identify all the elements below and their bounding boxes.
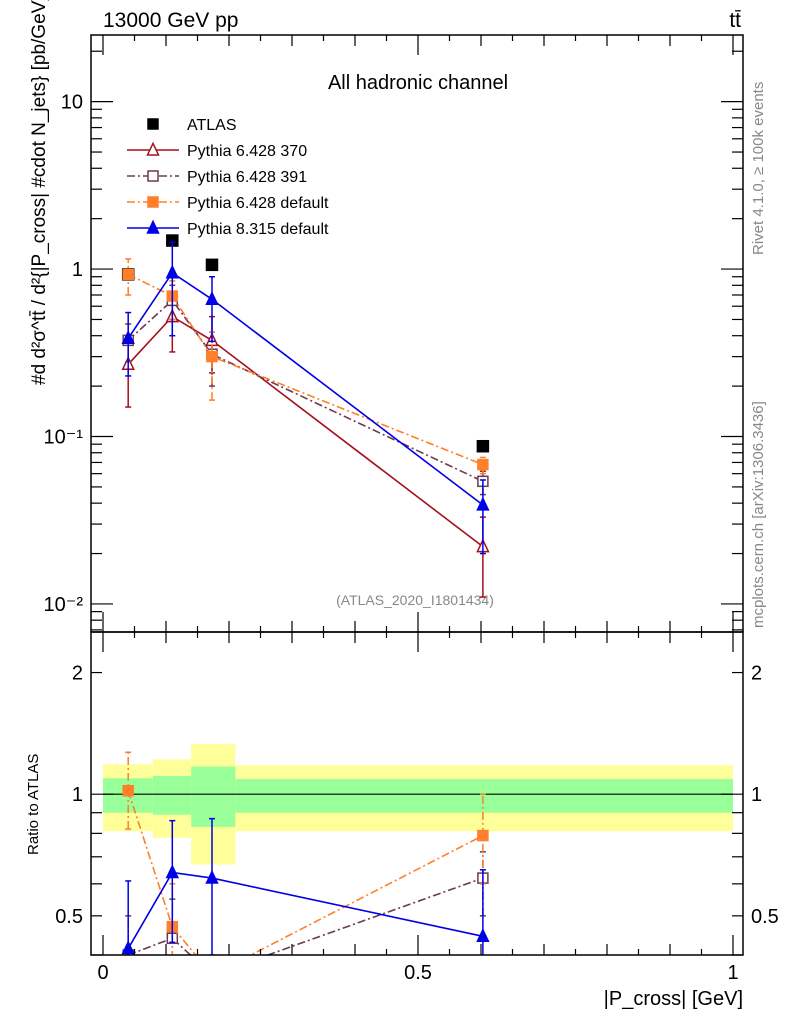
series-pythia-6-428-391 [122, 851, 489, 980]
series-pythia-6-428-default [122, 258, 489, 475]
marker-square [206, 350, 218, 363]
plot-area-0 [121, 234, 490, 598]
y-tick-label: 1 [72, 784, 83, 806]
main-title: All hadronic channel [328, 72, 508, 94]
header-left: 13000 GeV pp [103, 9, 238, 32]
plot-area-1 [103, 744, 734, 980]
marker-square [477, 458, 489, 471]
marker-triangle [146, 219, 160, 234]
marker-open-triangle [167, 968, 178, 980]
legend-label: Pythia 6.428 391 [187, 169, 307, 186]
series-atlas [121, 234, 490, 453]
ratio-y-label: Ratio to ATLAS [25, 754, 42, 855]
legend-label: ATLAS [187, 117, 237, 134]
rivet-label: Rivet 4.1.0, ≥ 100k events [750, 82, 767, 255]
marker-open-triangle [206, 968, 217, 980]
y-tick-label-right: 0.5 [751, 906, 779, 928]
marker-square [205, 258, 219, 272]
series-pythia-6-428-370 [121, 292, 490, 598]
series-line [127, 271, 484, 506]
marker-open-triangle [123, 968, 134, 980]
uncertainty-band-inner [152, 775, 192, 815]
marker-open-square [207, 970, 217, 980]
marker-triangle [476, 927, 490, 942]
marker-square [147, 196, 159, 208]
marker-square [207, 970, 217, 980]
legend-label: Pythia 6.428 default [187, 195, 329, 212]
marker-square [147, 118, 159, 130]
marker-triangle [205, 869, 219, 884]
header-right: tt̄ [729, 9, 741, 32]
marker-square [122, 784, 134, 797]
marker-open-square [147, 170, 159, 182]
y-tick-label: 10⁻¹ [44, 427, 84, 449]
legend-item: Pythia 8.315 default [127, 219, 329, 238]
series-pythia-8-315-default [121, 241, 490, 555]
x-tick-label: 0 [97, 962, 108, 984]
series-line [127, 871, 484, 949]
marker-triangle [165, 864, 179, 879]
marker-open-triangle [477, 968, 488, 980]
y-tick-label: 2 [72, 663, 83, 685]
legend-item: ATLAS [147, 117, 237, 134]
marker-square [122, 268, 134, 281]
series-line [127, 877, 484, 955]
x-tick-label: 1 [727, 962, 738, 984]
series-line [127, 790, 484, 955]
series-line [127, 273, 484, 466]
legend-label: Pythia 6.428 370 [187, 143, 307, 160]
uncertainty-band-inner [191, 766, 236, 827]
series-pythia-6-428-391 [122, 284, 489, 496]
legend-label: Pythia 8.315 default [187, 221, 329, 238]
series-pythia-6-428-370 [123, 968, 489, 980]
marker-triangle [121, 329, 135, 344]
marker-square [476, 439, 490, 453]
y-axis-label: #d d²σ^tt̄ / d²{|P_cross| #cdot N_jets} … [29, 0, 50, 385]
uncertainty-band-inner [235, 779, 734, 813]
x-tick-label: 0.5 [404, 962, 432, 984]
series-line [127, 299, 484, 483]
analysis-id: (ATLAS_2020_I1801434) [336, 592, 494, 608]
legend: ATLAS Pythia 6.428 370 Pythia 6.428 391 Pyt… [127, 117, 329, 238]
x-axis-label: |P_cross| [GeV] [604, 988, 743, 1010]
marker-open-triangle [146, 141, 160, 156]
marker-triangle [205, 290, 219, 305]
y-tick-label: 1 [72, 259, 83, 281]
plot-frame [90, 631, 744, 956]
legend-item: Pythia 6.428 370 [127, 141, 307, 160]
mcplots-label: mcplots.cern.ch [arXiv:1306.3436] [750, 401, 767, 628]
marker-triangle [476, 496, 490, 511]
y-tick-label: 10 [61, 92, 83, 114]
legend-item: Pythia 6.428 391 [127, 169, 307, 186]
marker-triangle [165, 264, 179, 279]
y-tick-label: 10⁻² [44, 594, 84, 616]
series-pythia-8-315-default [121, 817, 490, 955]
y-tick-label-right: 1 [751, 784, 762, 806]
y-tick-label: 0.5 [55, 906, 83, 928]
series-line [127, 315, 484, 548]
marker-square [477, 829, 489, 842]
legend-item: Pythia 6.428 default [127, 195, 329, 212]
y-tick-label-right: 2 [751, 663, 762, 685]
marker-triangle [121, 940, 135, 955]
